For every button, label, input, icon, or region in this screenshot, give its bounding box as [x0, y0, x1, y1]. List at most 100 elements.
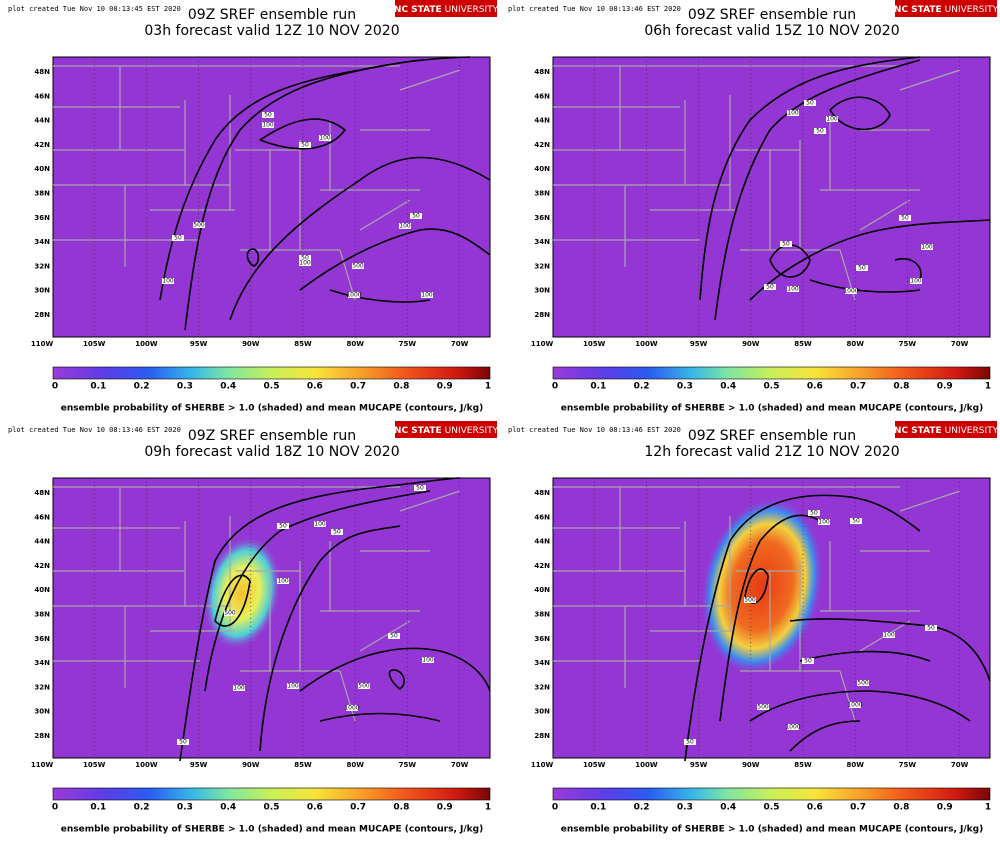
colorbar-tick-label: 0.6: [307, 803, 323, 813]
lon-label: 85W: [794, 340, 812, 348]
state-border: [359, 199, 411, 231]
contour-label-bg: [299, 255, 311, 261]
contour-label: 100: [299, 260, 311, 267]
contour-label-bg: [331, 529, 343, 535]
lat-label: 44N: [34, 538, 50, 546]
contour-label-bg: [764, 284, 776, 290]
contour-label: 50: [766, 284, 774, 291]
cape-contour: [749, 219, 991, 301]
logo: NC STATE UNIVERSITY: [394, 5, 499, 15]
lon-label: 100W: [135, 340, 158, 348]
contour-label-bg: [849, 702, 861, 708]
lon-label: 75W: [399, 340, 417, 348]
subtitle: 06h forecast valid 15Z 10 NOV 2020: [644, 23, 899, 39]
colorbar: [552, 787, 991, 801]
contour-label-bg: [314, 521, 326, 527]
logo: NC STATE UNIVERSITY: [894, 426, 999, 436]
lat-label: 30N: [534, 708, 550, 716]
colorbar-tick-label: 0.2: [634, 803, 650, 813]
contour-label: 100: [262, 122, 274, 129]
colorbar: [52, 787, 491, 801]
lon-label: 75W: [399, 761, 417, 769]
colorbar-tick-label: 0: [52, 382, 58, 392]
logo-box: [395, 0, 497, 17]
lat-label: 42N: [34, 562, 50, 570]
lon-label: 105W: [583, 340, 606, 348]
state-border: [399, 69, 461, 91]
lon-label: 100W: [635, 761, 658, 769]
contour-label-bg: [818, 519, 830, 525]
contour-label: 50: [301, 142, 309, 149]
lat-label: 36N: [34, 635, 50, 643]
colorbar-tick-label: 0: [52, 803, 58, 813]
contour-label: 500: [744, 597, 756, 604]
contour-label: 50: [686, 739, 694, 746]
colorbar-tick-label: 0.6: [807, 382, 823, 392]
lat-label: 32N: [34, 262, 50, 270]
lon-label: 110W: [531, 761, 554, 769]
contour-label: 50: [390, 633, 398, 640]
cape-contour: [769, 244, 811, 278]
lat-label: 36N: [534, 214, 550, 222]
colorbar-tick-label: 0.8: [893, 382, 909, 392]
caption: ensemble probability of SHERBE > 1.0 (sh…: [561, 404, 983, 414]
probability-shading: [202, 535, 282, 651]
contour-label-bg: [319, 135, 331, 141]
contour-label: 50: [301, 255, 309, 262]
lat-label: 40N: [534, 165, 550, 173]
colorbar-tick-label: 1: [985, 803, 991, 813]
logo-right: UNIVERSITY: [945, 426, 999, 436]
lat-label: 42N: [534, 562, 550, 570]
colorbar-tick-label: 0.7: [350, 803, 366, 813]
cape-contour: [329, 289, 431, 303]
lat-label: 30N: [534, 287, 550, 295]
contour-label: 100: [787, 286, 799, 293]
lat-label: 48N: [34, 489, 50, 497]
cape-contour: [246, 248, 260, 267]
colorbar-tick-label: 0.8: [393, 803, 409, 813]
contour-label-bg: [802, 658, 814, 664]
cape-contour: [388, 669, 405, 691]
contour-label: 100: [826, 116, 838, 123]
lat-label: 28N: [34, 311, 50, 319]
contour-label: 1000: [785, 724, 800, 731]
contour-label-bg: [348, 292, 360, 298]
contour-label-bg: [352, 263, 364, 269]
contour-label-bg: [162, 278, 174, 284]
lat-label: 46N: [34, 513, 50, 521]
contour-label: 50: [174, 235, 182, 242]
caption: ensemble probability of SHERBE > 1.0 (sh…: [61, 825, 483, 835]
state-border: [339, 249, 356, 301]
contour-label: 500: [193, 222, 205, 229]
lon-label: 70W: [451, 340, 469, 348]
colorbar-tick-label: 0.9: [937, 382, 953, 392]
contour-label: 1000: [346, 292, 361, 299]
lat-label: 48N: [534, 68, 550, 76]
colorbar-tick-label: 0.8: [893, 803, 909, 813]
colorbar-tick-label: 0.7: [850, 803, 866, 813]
lon-label: 80W: [346, 761, 364, 769]
colorbar-tick-label: 0.9: [437, 803, 453, 813]
lon-label: 95W: [690, 340, 708, 348]
contour-label: 100: [287, 683, 299, 690]
colorbar-tick-label: 0.4: [720, 803, 736, 813]
plot-created: plot created Tue Nov 10 08:13:46 EST 202…: [508, 426, 681, 434]
colorbar-tick-label: 0.7: [350, 382, 366, 392]
contour-label-bg: [224, 610, 236, 616]
contour-label: 500: [224, 610, 236, 617]
subtitle: 03h forecast valid 12Z 10 NOV 2020: [144, 23, 399, 39]
lon-label: 110W: [31, 761, 54, 769]
colorbar-tick-label: 0.2: [134, 382, 150, 392]
lat-label: 34N: [34, 659, 50, 667]
title: 09Z SREF ensemble run: [188, 428, 356, 444]
contour-label: 100: [319, 135, 331, 142]
contour-label-bg: [787, 286, 799, 292]
cape-contour: [789, 720, 861, 752]
lon-label: 90W: [742, 761, 760, 769]
colorbar-tick-label: 0.7: [850, 382, 866, 392]
contour-label: 100: [314, 521, 326, 528]
colorbar-tick-label: 0.5: [264, 803, 280, 813]
cape-contour: [184, 59, 421, 331]
contour-label: 50: [416, 485, 424, 492]
contour-label-bg: [193, 222, 205, 228]
